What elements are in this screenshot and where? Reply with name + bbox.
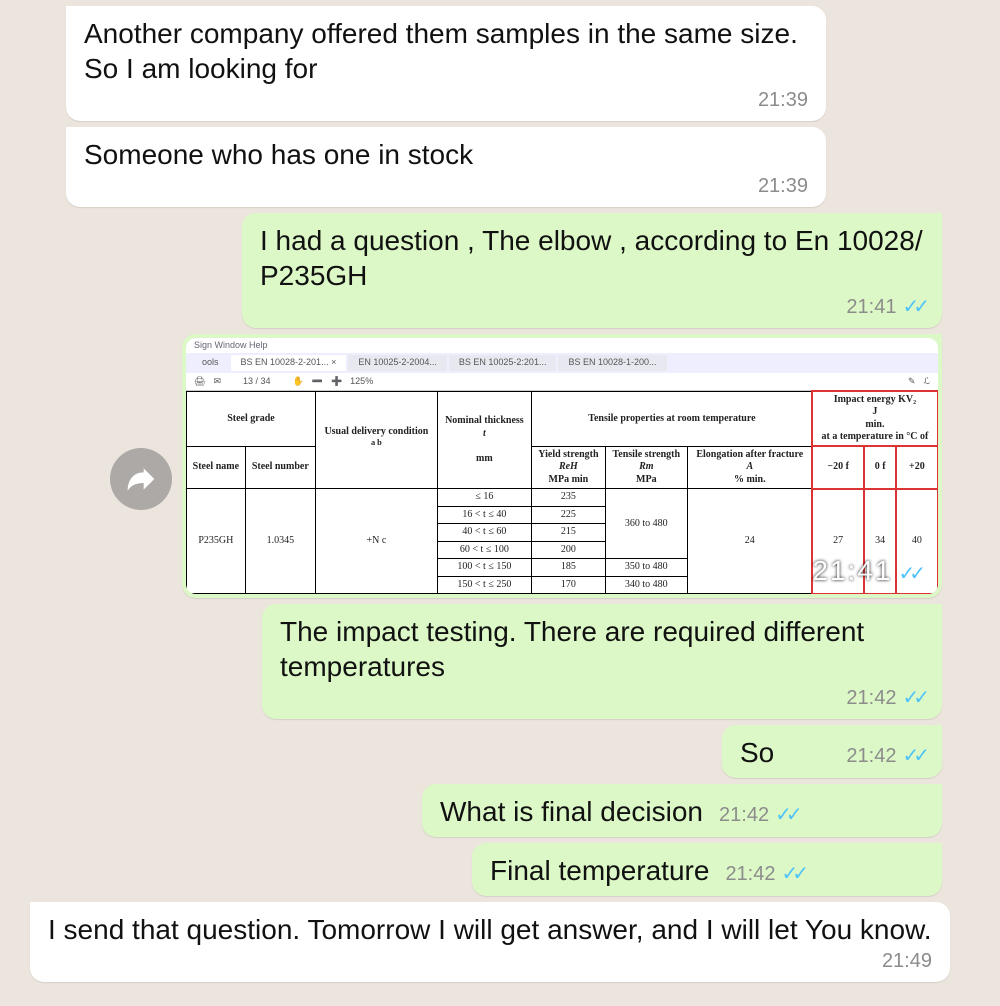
message-text: What is final decision: [440, 794, 703, 829]
forward-icon: [125, 463, 157, 495]
th-temp-m20: −20 f: [812, 446, 864, 489]
toolbar-icon[interactable]: ✋: [293, 376, 304, 387]
message-time: 21:42: [725, 863, 775, 885]
read-ticks-icon: ✓✓: [775, 804, 797, 826]
pdf-tab[interactable]: BS EN 10025-2:201...: [449, 355, 557, 370]
outgoing-message[interactable]: So 21:42 ✓✓: [722, 725, 942, 778]
message-time: 21:42: [719, 804, 769, 826]
cell-yield: 170: [531, 576, 605, 594]
cell-steel-name: P235GH: [187, 489, 246, 594]
message-text: I send that question. Tomorrow I will ge…: [48, 912, 932, 947]
left-tool: ools: [192, 355, 229, 370]
cell-thk: 40 < t ≤ 60: [437, 524, 531, 542]
th-thickness: Nominal thickness t mm: [437, 391, 531, 489]
cell-steel-num: 1.0345: [245, 489, 315, 594]
th-tensile: Tensile properties at room temperature: [531, 391, 812, 446]
th-yield: Yield strength ReH MPa min: [531, 446, 605, 489]
read-ticks-icon: ✓✓: [902, 745, 924, 767]
cell-elong: 24: [687, 489, 812, 594]
read-ticks-icon: ✓✓: [782, 863, 804, 885]
pdf-tabs: ools BS EN 10028-2-201... × EN 10025-2-2…: [186, 353, 938, 372]
cell-thk: 16 < t ≤ 40: [437, 506, 531, 524]
toolbar-icon[interactable]: ➕: [331, 376, 342, 387]
cell-tensile: 360 to 480: [605, 489, 687, 559]
message-text: So: [740, 735, 774, 770]
forward-button[interactable]: [110, 448, 172, 510]
message-time: 21:39: [84, 88, 808, 113]
th-tensile-strength: Tensile strength Rm MPa: [605, 446, 687, 489]
pdf-toolbar: 🖨 ✉ 13 / 34 ✋ ➖ ➕ 125% ✎ ℒ: [186, 373, 938, 391]
cell-tensile: 340 to 480: [605, 576, 687, 594]
cell-yield: 235: [531, 489, 605, 507]
th-steel-grade: Steel grade: [187, 391, 316, 446]
read-ticks-icon: ✓✓: [902, 687, 924, 709]
toolbar-icon[interactable]: ➖: [312, 376, 323, 387]
page-indicator: 13 / 34: [243, 376, 271, 387]
toolbar-icon[interactable]: 🖨: [194, 376, 205, 387]
cell-yield: 200: [531, 541, 605, 559]
message-text: The impact testing. There are required d…: [280, 614, 924, 684]
message-time: 21:42: [846, 687, 896, 709]
message-text: Another company offered them samples in …: [84, 16, 808, 86]
zoom-indicator: 125%: [350, 376, 373, 387]
app-menu: Sign Window Help: [186, 338, 938, 353]
message-time: 21:39: [84, 174, 808, 199]
cell-yield: 215: [531, 524, 605, 542]
pdf-tab[interactable]: EN 10025-2-2004...: [348, 355, 447, 370]
toolbar-icon[interactable]: ✎: [908, 376, 916, 387]
attached-image[interactable]: Sign Window Help ools BS EN 10028-2-201.…: [186, 338, 938, 594]
message-time: 21:49: [48, 949, 932, 974]
th-steel-number: Steel number: [245, 446, 315, 489]
outgoing-message[interactable]: Final temperature 21:42 ✓✓: [472, 843, 942, 896]
cell-yield: 225: [531, 506, 605, 524]
cell-thk: ≤ 16: [437, 489, 531, 507]
outgoing-message[interactable]: What is final decision 21:42 ✓✓: [422, 784, 942, 837]
pdf-tab[interactable]: BS EN 10028-1-200...: [558, 355, 666, 370]
cell-thk: 60 < t ≤ 100: [437, 541, 531, 559]
th-temp-0: 0 f: [864, 446, 896, 489]
incoming-message[interactable]: Another company offered them samples in …: [66, 6, 826, 121]
toolbar-icon[interactable]: ℒ: [924, 376, 930, 387]
read-ticks-icon: ✓✓: [902, 296, 924, 318]
cell-thk: 100 < t ≤ 150: [437, 559, 531, 577]
read-ticks-icon: ✓✓: [898, 563, 920, 585]
outgoing-message[interactable]: I had a question , The elbow , according…: [242, 213, 942, 328]
incoming-message[interactable]: Someone who has one in stock 21:39: [66, 127, 826, 207]
cell-tensile: 350 to 480: [605, 559, 687, 577]
pdf-tab[interactable]: BS EN 10028-2-201... ×: [231, 355, 347, 370]
th-delivery: Usual delivery condition a b: [315, 391, 437, 489]
message-time: 21:42: [846, 745, 896, 767]
toolbar-icon[interactable]: ✉: [213, 376, 221, 387]
message-time: 21:41: [846, 296, 896, 318]
incoming-message[interactable]: I send that question. Tomorrow I will ge…: [30, 902, 950, 982]
th-temp-20: +20: [896, 446, 937, 489]
cell-yield: 185: [531, 559, 605, 577]
message-text: Final temperature: [490, 853, 709, 888]
cell-cond: +N c: [315, 489, 437, 594]
th-impact: Impact energy KV₂ J min. at a temperatur…: [812, 391, 937, 446]
image-message-time: 21:41✓✓: [812, 553, 920, 588]
outgoing-message[interactable]: The impact testing. There are required d…: [262, 604, 942, 719]
cell-thk: 150 < t ≤ 250: [437, 576, 531, 594]
outgoing-image-message[interactable]: Sign Window Help ools BS EN 10028-2-201.…: [182, 334, 942, 598]
message-text: Someone who has one in stock: [84, 137, 808, 172]
th-elongation: Elongation after fracture A % min.: [687, 446, 812, 489]
th-steel-name: Steel name: [187, 446, 246, 489]
message-text: I had a question , The elbow , according…: [260, 223, 924, 293]
